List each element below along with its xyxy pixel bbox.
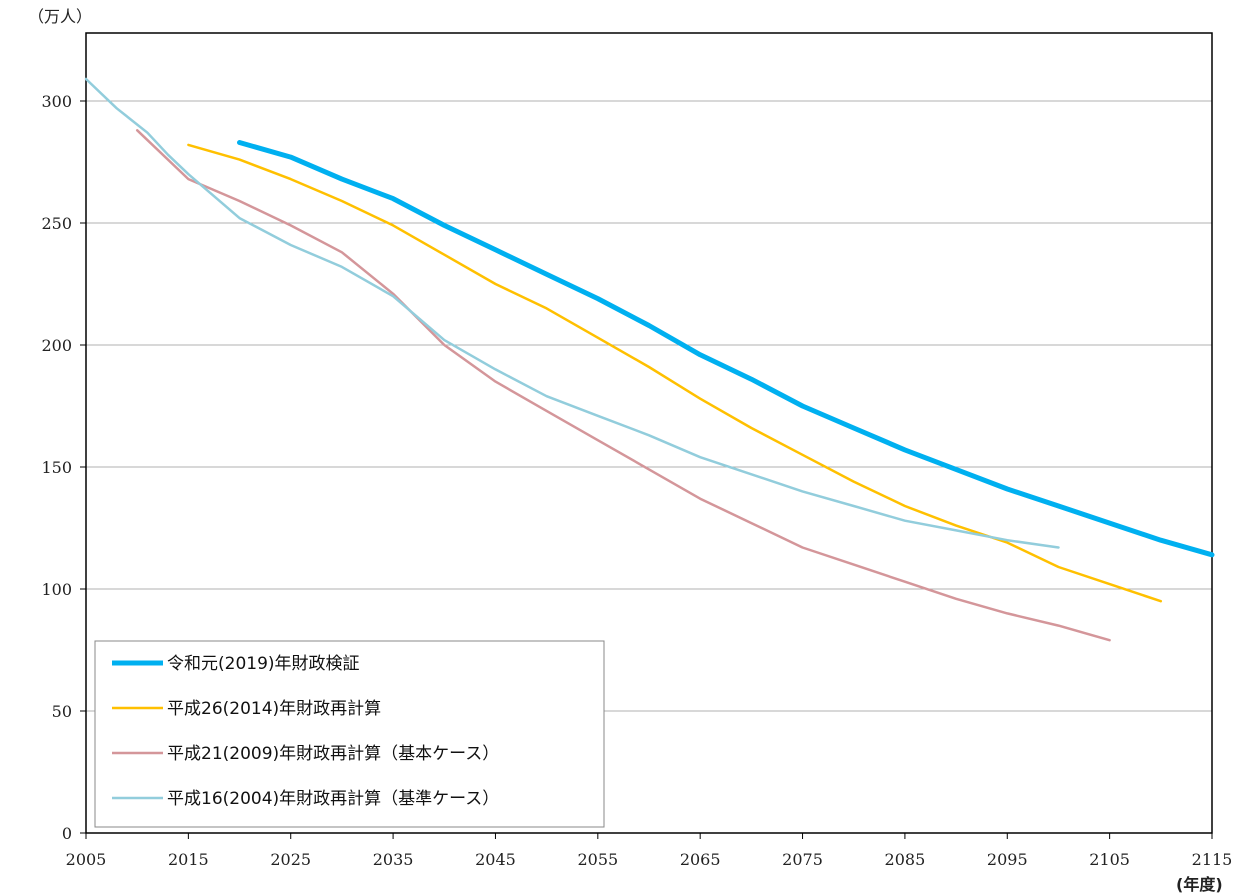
legend-label-4: 平成16(2004)年財政再計算（基準ケース） [167, 789, 499, 809]
legend-label-3: 平成21(2009)年財政再計算（基本ケース） [167, 744, 499, 764]
x-axis-label: (年度) [1176, 875, 1223, 894]
x-tick-label: 2045 [475, 850, 516, 869]
y-tick-label: 50 [52, 702, 72, 721]
x-tick-label: 2015 [168, 850, 209, 869]
x-tick-label: 2075 [782, 850, 823, 869]
y-tick-label: 150 [41, 458, 72, 477]
legend-label-2: 平成26(2014)年財政再計算 [167, 699, 381, 719]
series-line-3 [135, 129, 1111, 642]
x-tick-label: 2105 [1089, 850, 1130, 869]
y-tick-label: 0 [62, 824, 72, 843]
x-tick-label: 2055 [577, 850, 618, 869]
y-axis-ticks: 0 50 100 150 200 250 300 [41, 92, 86, 843]
legend-box [94, 640, 605, 828]
legend: 令和元(2019)年財政検証平成26(2014)年財政再計算平成21(2009)… [94, 640, 605, 828]
x-tick-label: 2005 [66, 850, 107, 869]
x-tick-label: 2025 [270, 850, 311, 869]
y-tick-label: 300 [41, 92, 72, 111]
y-axis-label: （万人） [28, 7, 92, 26]
series-line-1 [237, 140, 1215, 558]
y-tick-label: 100 [41, 580, 72, 599]
y-tick-label: 250 [41, 214, 72, 233]
series-lines [84, 77, 1215, 642]
x-tick-label: 2065 [680, 850, 721, 869]
legend-label-1: 令和元(2019)年財政検証 [167, 654, 360, 674]
series-line-4 [84, 77, 1060, 549]
y-tick-label: 200 [41, 336, 72, 355]
x-axis-ticks: 2005 2015 2025 2035 2045 2055 2065 2075 2085 2095… [66, 833, 1233, 869]
x-tick-label: 2115 [1192, 850, 1233, 869]
x-tick-label: 2095 [987, 850, 1028, 869]
plot-frame [85, 32, 1213, 834]
x-tick-label: 2085 [885, 850, 926, 869]
x-tick-label: 2035 [373, 850, 414, 869]
